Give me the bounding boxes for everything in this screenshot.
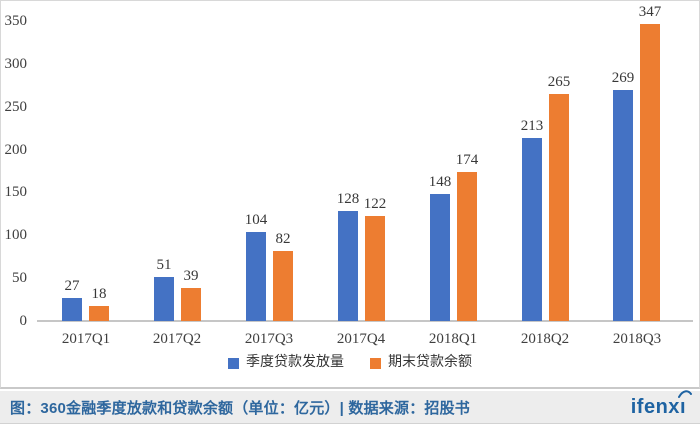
y-axis-tick-label: 300 xyxy=(4,56,28,72)
legend-swatch xyxy=(228,357,239,369)
bar-blue xyxy=(613,90,633,321)
y-axis-tick-label: 100 xyxy=(4,227,28,243)
bar-value-label: 213 xyxy=(520,118,544,134)
bar-value-label: 265 xyxy=(547,74,571,90)
bar-value-label: 347 xyxy=(638,4,662,20)
bar-blue xyxy=(62,298,82,321)
caption-bar: 图：360金融季度放款和贷款余额（单位：亿元）| 数据来源：招股书 ifenx ı xyxy=(0,389,700,424)
ifenxi-logo: ifenx ı xyxy=(630,389,692,419)
y-axis-tick-label: 250 xyxy=(4,99,28,115)
y-axis-tick-label: 50 xyxy=(12,270,27,286)
bar-value-label: 122 xyxy=(363,196,387,212)
y-axis-tick-label: 200 xyxy=(4,142,28,158)
bar-blue xyxy=(338,211,358,321)
legend-item: 季度贷款发放量 xyxy=(228,355,344,371)
bar-chart-plot: 0 50 100 150 200 250 300 350 27 18 2017Q1 51 39 2017Q… xyxy=(1,1,699,353)
bar-blue xyxy=(154,277,174,321)
y-axis-tick-label: 150 xyxy=(4,184,28,200)
bar-orange xyxy=(181,288,201,321)
ifenxi-logo-text: ifenx xyxy=(630,395,680,418)
x-axis-category-label: 2018Q1 xyxy=(428,331,478,347)
x-axis-category-label: 2018Q2 xyxy=(520,331,570,347)
chart-legend: 季度贷款发放量 期末贷款余额 xyxy=(1,355,699,371)
bar-blue xyxy=(522,138,542,321)
y-axis-tick-label: 350 xyxy=(4,13,28,29)
x-axis-category-label: 2018Q3 xyxy=(612,331,662,347)
bar-orange xyxy=(457,172,477,321)
bar-value-label: 128 xyxy=(336,191,360,207)
bar-orange xyxy=(549,94,569,321)
bar-value-label: 39 xyxy=(183,268,199,284)
bar-orange xyxy=(365,216,385,321)
y-axis-tick-label: 0 xyxy=(19,313,28,329)
bar-value-label: 148 xyxy=(428,174,452,190)
chart-caption: 图：360金融季度放款和贷款余额（单位：亿元）| 数据来源：招股书 xyxy=(10,399,470,417)
bar-blue xyxy=(246,232,266,321)
ifenxi-logo-last-i: ı xyxy=(677,389,692,419)
bar-value-label: 27 xyxy=(64,278,80,294)
chart-card: 0 50 100 150 200 250 300 350 27 18 2017Q1 51 39 2017Q… xyxy=(0,0,700,389)
legend-label: 期末贷款余额 xyxy=(388,355,472,370)
bar-value-label: 18 xyxy=(91,286,107,302)
bar-value-label: 51 xyxy=(156,257,172,273)
bar-blue xyxy=(430,194,450,321)
bar-value-label: 174 xyxy=(455,152,479,168)
x-axis-category-label: 2017Q4 xyxy=(336,331,386,347)
bar-value-label: 82 xyxy=(275,231,291,247)
x-axis-category-label: 2017Q2 xyxy=(152,331,202,347)
legend-label: 季度贷款发放量 xyxy=(246,355,344,370)
bar-value-label: 269 xyxy=(611,70,635,86)
bar-value-label: 104 xyxy=(244,212,268,228)
bar-orange xyxy=(89,306,109,321)
logo-swoosh-icon xyxy=(677,389,692,398)
legend-item: 期末贷款余额 xyxy=(370,355,472,371)
x-axis-category-label: 2017Q3 xyxy=(244,331,294,347)
x-axis-line xyxy=(37,320,693,322)
bar-orange xyxy=(640,24,660,321)
x-axis-category-label: 2017Q1 xyxy=(61,331,111,347)
legend-swatch xyxy=(370,357,381,369)
bar-orange xyxy=(273,251,293,321)
